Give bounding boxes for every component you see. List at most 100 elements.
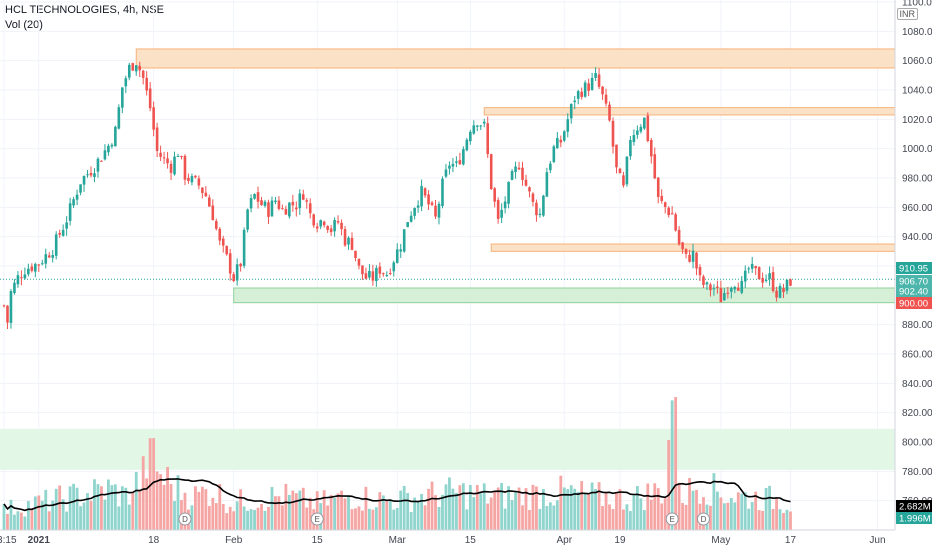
volume-bar-145 xyxy=(507,486,510,530)
volume-bar-160 xyxy=(559,475,563,530)
time-tick-label-3: Feb xyxy=(225,535,243,546)
candle-body-50 xyxy=(176,155,180,157)
candle-body-75 xyxy=(263,201,267,206)
candle-body-206 xyxy=(719,287,723,303)
candle-body-195 xyxy=(681,242,684,250)
volume-bar-124 xyxy=(434,495,437,530)
volume-bar-133 xyxy=(465,509,469,530)
candle-body-14 xyxy=(51,255,55,258)
candle-body-186 xyxy=(649,140,653,157)
candle-body-3 xyxy=(13,282,16,293)
candle-body-179 xyxy=(625,156,629,185)
volume-bar-54 xyxy=(190,505,194,530)
volume-bar-131 xyxy=(458,485,462,530)
candle-body-71 xyxy=(249,198,253,209)
volume-bar-47 xyxy=(166,466,169,530)
volume-bar-33 xyxy=(117,506,121,530)
volume-bar-162 xyxy=(566,489,570,530)
price-tag-box-3 xyxy=(896,297,932,309)
candle-body-0 xyxy=(2,305,6,307)
volume-bar-105 xyxy=(368,508,371,530)
volume-bar-60 xyxy=(211,497,215,530)
candle-body-187 xyxy=(653,154,657,179)
candle-body-68 xyxy=(239,263,242,267)
volume-tag-label-1: 1.996M xyxy=(899,514,931,525)
volume-bar-80 xyxy=(281,505,284,530)
volume-bar-73 xyxy=(256,507,260,530)
volume-bar-169 xyxy=(590,482,594,530)
candle-body-144 xyxy=(503,201,507,209)
volume-indicator-label[interactable]: Vol (20) xyxy=(5,19,43,31)
candle-body-129 xyxy=(451,163,455,167)
volume-bar-188 xyxy=(656,488,660,530)
volume-bar-115 xyxy=(402,485,406,530)
candle-body-105 xyxy=(368,270,371,278)
candle-body-58 xyxy=(204,192,208,197)
volume-bar-222 xyxy=(775,498,778,530)
candle-body-121 xyxy=(423,188,427,196)
candle-body-78 xyxy=(274,200,277,203)
candle-body-119 xyxy=(416,205,420,208)
price-tick-label-9: 940.00 xyxy=(902,232,932,243)
candle-body-143 xyxy=(500,209,503,218)
volume-bar-130 xyxy=(455,492,458,530)
candle-body-172 xyxy=(601,86,604,95)
volume-bar-19 xyxy=(68,486,72,530)
candle-body-4 xyxy=(16,275,20,285)
candle-body-199 xyxy=(695,252,698,269)
volume-bar-10 xyxy=(37,495,41,530)
candle-body-139 xyxy=(486,123,490,155)
volume-bar-20 xyxy=(72,483,75,530)
candle-body-135 xyxy=(472,125,476,134)
volume-bar-44 xyxy=(155,471,159,530)
price-tick-label-16: 1080.00 xyxy=(902,27,932,38)
candle-body-133 xyxy=(465,139,469,151)
candle-body-84 xyxy=(295,207,298,210)
candle-body-163 xyxy=(569,103,573,119)
candle-body-2 xyxy=(9,291,13,323)
volume-bar-61 xyxy=(214,503,218,530)
candle-body-122 xyxy=(427,194,430,205)
candle-body-33 xyxy=(117,107,121,129)
volume-bar-182 xyxy=(635,486,639,530)
candle-body-156 xyxy=(545,172,549,197)
volume-bar-209 xyxy=(729,497,733,530)
candle-body-146 xyxy=(510,171,514,180)
candle-body-164 xyxy=(573,100,577,103)
time-tick-label-11: Jun xyxy=(869,535,885,546)
candle-body-61 xyxy=(214,221,218,229)
volume-bar-203 xyxy=(709,505,712,530)
volume-bar-62 xyxy=(218,484,222,530)
candle-body-65 xyxy=(228,253,232,274)
time-axis[interactable]: 13:15 2021 18 Feb 15 Mar 15 Apr 19 May 17 Jun xyxy=(0,529,895,546)
volume-bar-172 xyxy=(601,506,604,530)
volume-bar-69 xyxy=(242,506,246,530)
candle-body-217 xyxy=(757,267,761,280)
price-tag-label-1: 906.70 xyxy=(899,277,928,288)
volume-bar-104 xyxy=(364,486,368,530)
volume-bar-32 xyxy=(113,484,117,530)
candle-body-112 xyxy=(392,262,396,272)
candle-body-223 xyxy=(778,285,782,298)
candle-body-115 xyxy=(402,229,406,252)
candle-body-188 xyxy=(656,177,660,197)
price-tick-label-2: 800.00 xyxy=(902,438,932,449)
candle-body-81 xyxy=(284,209,288,215)
volume-bar-135 xyxy=(472,497,476,530)
candle-body-66 xyxy=(232,274,235,282)
candle-body-82 xyxy=(288,202,291,217)
candle-body-107 xyxy=(375,267,378,282)
candle-body-24 xyxy=(86,174,89,176)
candle-body-94 xyxy=(329,228,333,233)
candle-body-177 xyxy=(618,168,622,174)
volume-bar-17 xyxy=(61,499,65,530)
candle-body-42 xyxy=(148,88,152,109)
volume-bar-46 xyxy=(162,484,166,530)
volume-bar-226 xyxy=(789,511,792,530)
volume-bar-0 xyxy=(2,503,6,530)
volume-bar-127 xyxy=(444,484,448,530)
volume-bar-153 xyxy=(535,486,538,530)
symbol-title[interactable]: HCL TECHNOLOGIES, 4h, NSE xyxy=(5,4,164,16)
